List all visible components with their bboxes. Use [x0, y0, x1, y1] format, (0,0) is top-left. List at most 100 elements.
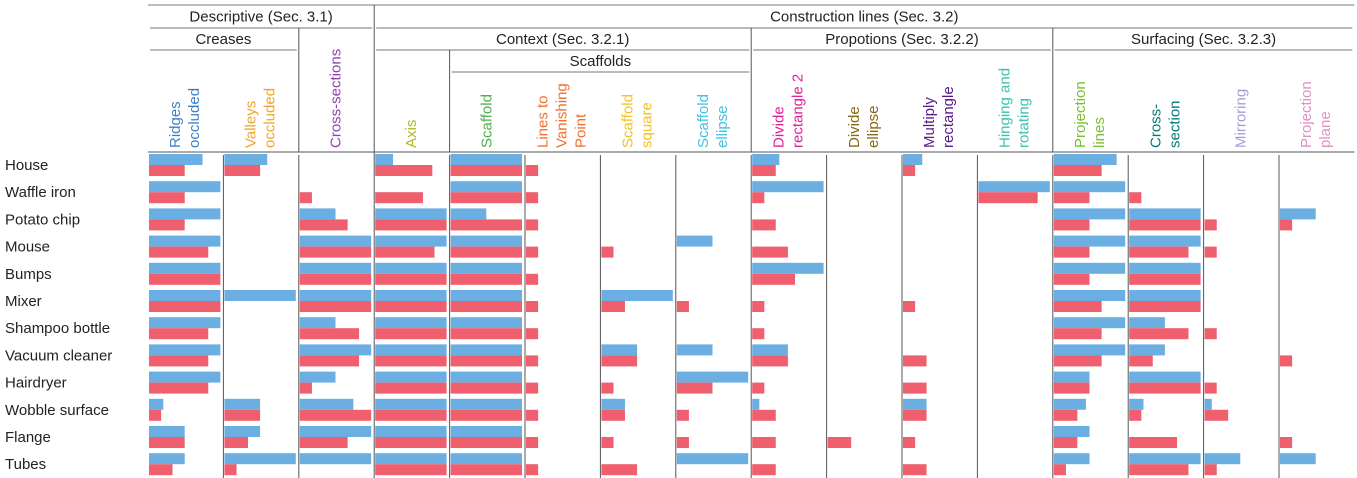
- row-label: House: [5, 157, 48, 174]
- bar: [299, 426, 372, 437]
- bar: [676, 344, 713, 356]
- bar: [149, 464, 173, 476]
- bar: [903, 382, 927, 394]
- bar: [224, 409, 261, 421]
- bar: [299, 219, 348, 231]
- bar: [526, 246, 539, 258]
- column-label: occluded: [186, 88, 203, 148]
- bar: [601, 464, 638, 476]
- column-label: Projection: [1298, 81, 1315, 148]
- bar: [149, 235, 221, 247]
- bar: [526, 355, 539, 367]
- bar: [676, 409, 689, 421]
- bar: [1280, 437, 1293, 448]
- bar: [450, 344, 522, 356]
- bar: [375, 273, 447, 285]
- column-label: Lines to: [535, 95, 552, 148]
- row-label: Waffle iron: [5, 184, 76, 201]
- column-label: Hinging and: [997, 68, 1014, 148]
- row-label: Shampoo bottle: [5, 320, 110, 337]
- bar: [149, 219, 185, 231]
- bar: [1129, 344, 1165, 356]
- bar: [450, 192, 522, 204]
- column-label: Cross-: [1147, 104, 1164, 148]
- bar: [149, 344, 221, 356]
- bar: [752, 355, 788, 367]
- bar: [1129, 464, 1189, 476]
- bar: [1129, 409, 1142, 421]
- bar: [676, 437, 689, 448]
- column-label: Multiply: [921, 97, 938, 148]
- bar: [375, 208, 447, 220]
- bar: [1129, 290, 1201, 301]
- column-label: Ridges: [167, 101, 184, 148]
- bar: [1053, 235, 1126, 247]
- bar: [450, 371, 522, 383]
- bar: [1129, 317, 1165, 329]
- bar: [224, 453, 296, 465]
- column-label: Point: [573, 113, 590, 148]
- row-label: Bumps: [5, 266, 52, 283]
- column-label: Scaffold: [620, 94, 637, 148]
- bar: [752, 262, 824, 274]
- bar: [676, 301, 689, 312]
- row-label: Tubes: [5, 456, 46, 473]
- bar: [375, 219, 447, 231]
- bar: [1204, 409, 1229, 421]
- bar: [299, 235, 372, 247]
- bar: [299, 355, 360, 367]
- bar: [375, 165, 433, 176]
- bar: [1204, 382, 1217, 394]
- bar: [1280, 453, 1316, 465]
- bar: [224, 165, 261, 176]
- bar: [299, 437, 348, 448]
- bar: [752, 165, 776, 176]
- bar: [526, 437, 539, 448]
- bar: [1053, 317, 1126, 329]
- row-label: Mixer: [5, 293, 42, 310]
- bar: [1204, 464, 1217, 476]
- bar: [1053, 290, 1126, 301]
- bar: [299, 262, 372, 274]
- row-label: Flange: [5, 429, 51, 446]
- bar: [1053, 246, 1090, 258]
- bar: [450, 181, 522, 193]
- bar: [1053, 165, 1102, 176]
- bar: [149, 208, 221, 220]
- bar: [526, 382, 539, 394]
- bar: [149, 355, 209, 367]
- bar: [1129, 382, 1201, 394]
- bar: [299, 301, 372, 312]
- row-label: Vacuum cleaner: [5, 347, 112, 364]
- bar: [149, 426, 185, 437]
- bar: [1053, 181, 1126, 193]
- bar: [903, 154, 923, 165]
- bar: [450, 426, 522, 437]
- bar: [299, 317, 336, 329]
- bar: [224, 426, 261, 437]
- column-label: Mirroring: [1232, 89, 1249, 148]
- bar: [224, 464, 237, 476]
- column-label: section: [1166, 100, 1183, 148]
- bar: [601, 382, 614, 394]
- bar: [299, 371, 336, 383]
- bar: [1053, 409, 1078, 421]
- column-label: occluded: [262, 88, 279, 148]
- bar: [1280, 208, 1316, 220]
- column-label: Divide: [770, 106, 787, 148]
- bar: [903, 398, 927, 410]
- bar: [450, 317, 522, 329]
- bar: [1204, 219, 1217, 231]
- bar: [149, 154, 203, 165]
- bar: [1204, 246, 1217, 258]
- bar: [375, 437, 447, 448]
- bar: [149, 437, 185, 448]
- bar: [375, 262, 447, 274]
- bar: [1053, 398, 1086, 410]
- bar: [676, 453, 749, 465]
- bar: [827, 437, 852, 448]
- bar: [1053, 154, 1117, 165]
- bar: [1129, 208, 1201, 220]
- bar: [450, 453, 522, 465]
